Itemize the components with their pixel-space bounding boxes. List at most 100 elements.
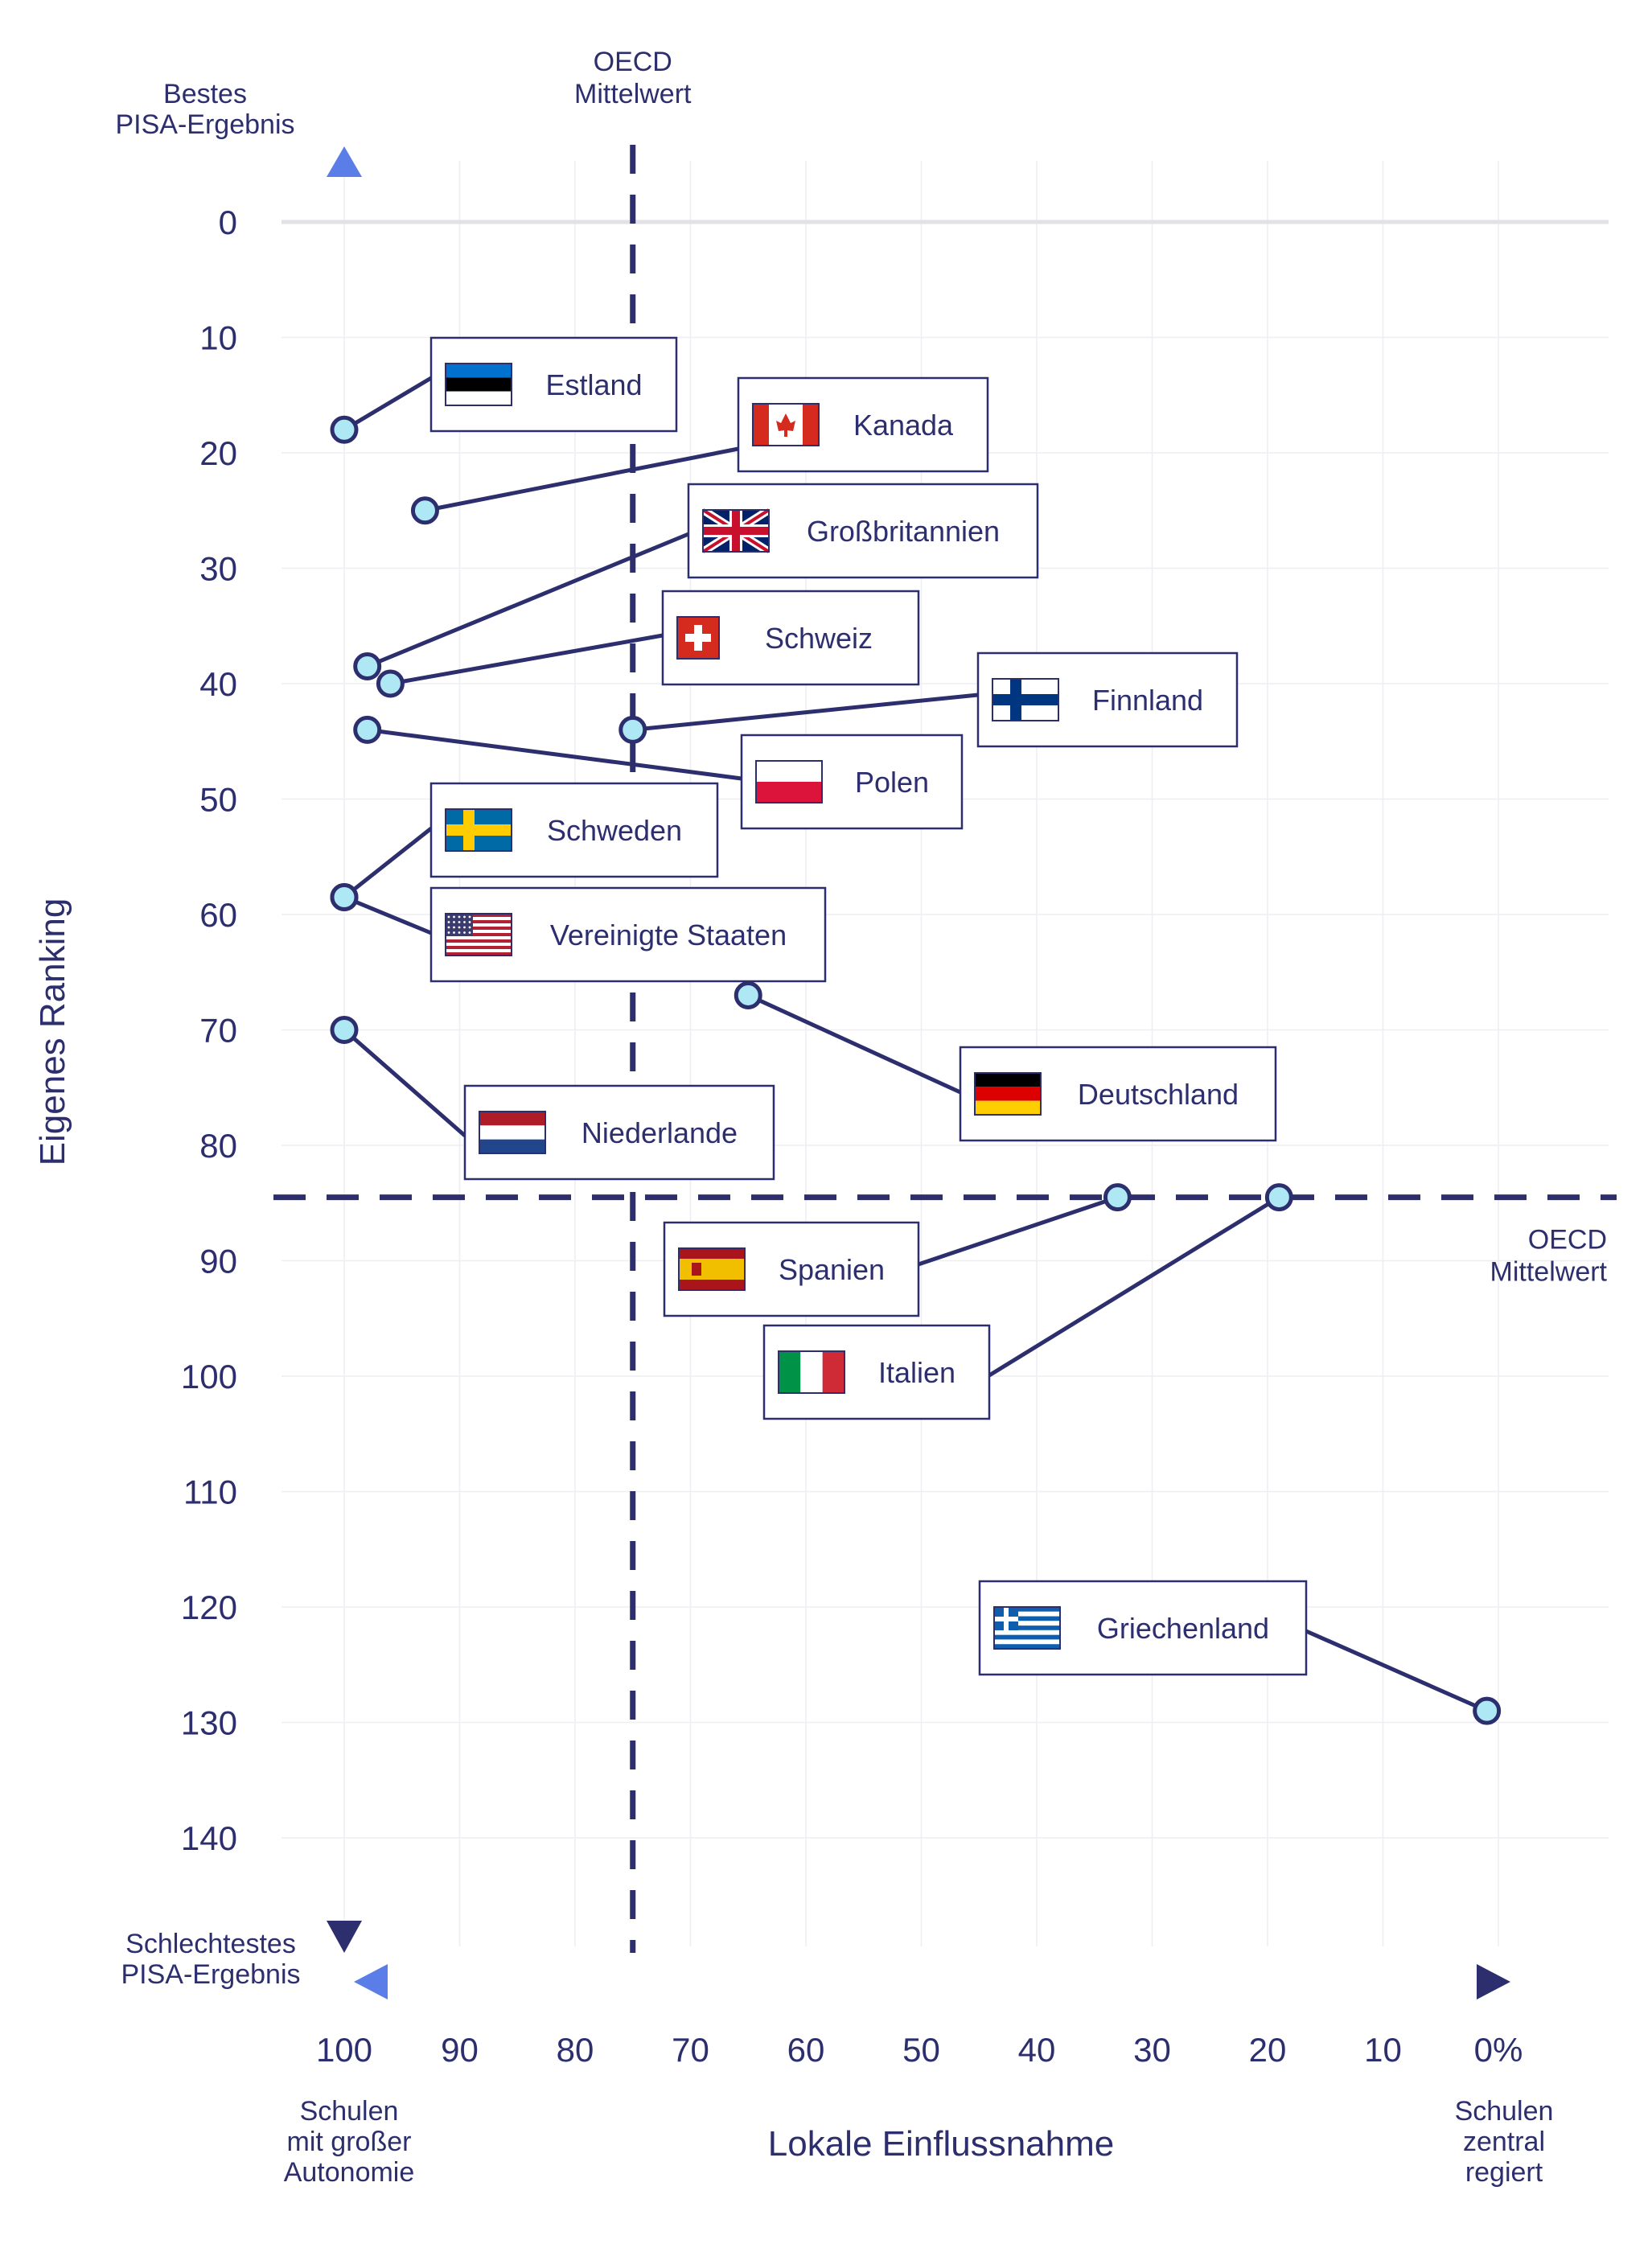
y-tick-label: 110 [183,1473,237,1511]
y-tick-label: 20 [199,434,237,472]
country-name: Italien [878,1356,955,1389]
flag-poland-icon [755,760,823,803]
x-right-annotation: Schulen [1455,2096,1554,2127]
country-label-griechenland: Griechenland [978,1580,1308,1676]
x-axis-title: Lokale Einflussnahme [768,2124,1114,2164]
flag-netherlands-icon [479,1111,546,1154]
data-point [353,651,382,680]
x-left-annotation: Autonomie [284,2157,415,2188]
x-tick-label: 50 [902,2031,940,2069]
country-labels: Estland Kanada Großbritannien Schweiz Finnla… [429,336,1308,1676]
oecd-mean-label-vertical: Mittelwert [574,79,692,109]
arrow-right-icon [1477,1964,1510,1999]
x-right-annotation: regiert [1465,2157,1543,2188]
flag-sweden-icon [445,808,512,852]
flag-finland-icon [992,678,1059,721]
country-name: Spanien [779,1253,885,1286]
country-label-estland: Estland [429,336,678,433]
connector-line [389,633,664,686]
connector-line [747,993,962,1095]
arrow-up-icon [327,146,362,177]
x-tick-label: 30 [1133,2031,1171,2069]
y-tick-label: 70 [199,1012,237,1050]
data-point [376,669,405,698]
oecd-mean-label-horizontal: Mittelwert [1490,1257,1608,1288]
data-point [1103,1183,1132,1212]
y-tick-label: 120 [181,1588,237,1626]
x-tick-label: 70 [672,2031,709,2069]
arrow-left-icon [354,1964,388,1999]
y-tick-label: 90 [199,1243,237,1280]
country-name: Großbritannien [807,515,1000,548]
flag-estonia-icon [445,363,512,406]
x-left-annotation: mit großer [287,2127,412,2157]
country-label-großbritannien: Großbritannien [687,483,1039,579]
x-tick-label: 90 [441,2031,479,2069]
country-name: Griechenland [1097,1612,1269,1645]
x-tick-label: 80 [557,2031,594,2069]
oecd-mean-label-horizontal: OECD [1528,1225,1607,1256]
country-name: Niederlande [581,1116,738,1149]
country-label-niederlande: Niederlande [463,1084,775,1181]
arrow-down-icon [327,1921,362,1953]
data-point [734,980,762,1009]
oecd-mean-label-vertical: OECD [594,47,672,77]
country-name: Deutschland [1078,1078,1239,1111]
connector-line [343,376,433,432]
y-bottom-annotation: Schlechtestes [125,1929,296,1959]
connector-line [367,727,742,781]
x-tick-label: 10 [1364,2031,1402,2069]
connector-line [424,446,739,513]
y-tick-label: 130 [181,1704,237,1742]
y-tick-label: 0 [219,203,237,241]
y-axis-title: Eigenes Ranking [33,898,72,1166]
country-label-schweiz: Schweiz [661,590,920,686]
flag-greece-icon [993,1606,1061,1650]
x-tick-label: 0% [1474,2031,1523,2069]
country-name: Kanada [853,409,954,442]
y-tick-label: 60 [199,896,237,934]
flag-italy-icon [778,1350,845,1394]
flag-usa-icon [445,913,512,956]
flag-uk-icon [701,506,771,556]
connector-line [343,827,433,899]
x-tick-label: 100 [316,2031,372,2069]
y-tick-label: 40 [199,665,237,703]
flag-germany-icon [974,1072,1042,1116]
country-label-schweden: Schweden [429,782,719,878]
connector-line [632,693,979,732]
connector-line [918,1195,1119,1267]
y-tick-label: 140 [181,1819,237,1857]
country-label-kanada: Kanada [737,376,989,473]
x-left-annotation: Schulen [300,2096,399,2127]
connector-line [343,1028,466,1137]
data-point [618,715,647,744]
country-name: Schweiz [765,622,873,655]
connector-line [366,532,689,668]
y-top-annotation: Bestes [163,79,247,109]
flag-switzerland-icon [676,616,720,660]
y-top-annotation: PISA-Ergebnis [116,109,295,140]
connector-line [988,1195,1280,1378]
y-tick-label: 10 [199,319,237,357]
x-right-annotation: zentral [1463,2127,1545,2157]
data-point [1264,1183,1293,1212]
connector-line [343,895,432,935]
x-tick-label: 60 [787,2031,825,2069]
country-label-vereinigte-staaten: Vereinigte Staaten [429,886,827,983]
data-point [410,496,439,525]
flag-canada-icon [752,403,820,446]
country-label-polen: Polen [740,734,964,830]
country-name: Vereinigte Staaten [550,919,787,951]
country-label-finnland: Finnland [976,651,1239,748]
data-point [330,415,359,444]
country-label-spanien: Spanien [663,1221,920,1317]
data-point [330,1016,359,1044]
y-tick-label: 100 [181,1358,237,1395]
data-point [1473,1696,1502,1725]
data-point [353,715,382,744]
country-name: Schweden [547,814,682,847]
y-bottom-annotation: PISA-Ergebnis [121,1959,301,1990]
axes: 0 10 20 30 40 50 60 70 80 90 100 110 120 130 140 100 90 8… [33,79,1553,2188]
